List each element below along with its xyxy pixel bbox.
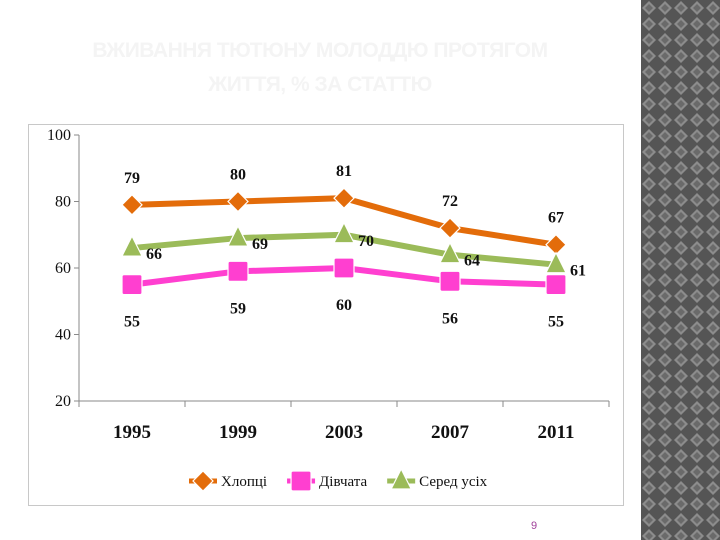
series-2-point-2003 bbox=[333, 257, 355, 279]
legend-label-3: Серед усіх bbox=[419, 474, 488, 490]
y-tick-label-20: 20 bbox=[55, 393, 71, 410]
x-tick-label-1999: 1999 bbox=[219, 422, 257, 443]
data-label-series-2-2011: 55 bbox=[548, 314, 564, 331]
series-2-point-1999 bbox=[227, 260, 249, 282]
y-tick-label-40: 40 bbox=[55, 327, 71, 344]
legend-marker-1 bbox=[192, 470, 214, 492]
series-2-point-2007 bbox=[439, 270, 461, 292]
data-label-series-1-2007: 72 bbox=[442, 193, 458, 210]
y-tick-label-100: 100 bbox=[47, 127, 71, 144]
data-label-series-3-2007: 64 bbox=[464, 253, 480, 270]
series-3-point-2003 bbox=[333, 221, 355, 244]
x-tick-label-2011: 2011 bbox=[538, 422, 575, 443]
x-tick-label-1995: 1995 bbox=[113, 422, 151, 443]
line-chart: 100 80 60 40 20 1995 1999 2003 2007 2011 79 80 81 7… bbox=[47, 127, 610, 492]
series-1-point-2007 bbox=[439, 217, 461, 239]
series-1-point-2003 bbox=[333, 187, 355, 210]
x-tick-label-2003: 2003 bbox=[325, 422, 363, 443]
slide-title: ВЖИВАННЯ ТЮТЮНУ МОЛОДДЮ ПРОТЯГОМ ЖИТТЯ, … bbox=[20, 34, 620, 102]
slide-title-line-1: ВЖИВАННЯ ТЮТЮНУ МОЛОДДЮ ПРОТЯГОМ bbox=[92, 39, 548, 62]
chart-frame: 100 80 60 40 20 1995 1999 2003 2007 2011 79 80 81 7… bbox=[28, 124, 624, 506]
data-label-series-1-1999: 80 bbox=[230, 167, 246, 184]
series-3-point-2011 bbox=[545, 251, 567, 274]
series-1-point-1995 bbox=[121, 193, 143, 216]
data-label-series-2-1999: 59 bbox=[230, 300, 246, 317]
data-label-series-3-1999: 69 bbox=[252, 236, 268, 253]
legend-label-1: Хлопці bbox=[221, 474, 267, 490]
side-pattern-decoration bbox=[641, 0, 720, 540]
series-2-point-1995 bbox=[121, 274, 143, 296]
data-label-series-2-2007: 56 bbox=[442, 310, 458, 327]
series-1-point-1999 bbox=[227, 190, 249, 213]
data-label-series-3-2011: 61 bbox=[570, 263, 586, 280]
data-label-series-2-2003: 60 bbox=[336, 297, 352, 314]
data-label-series-3-2003: 70 bbox=[358, 233, 374, 250]
legend-marker-2 bbox=[290, 470, 312, 492]
chart-legend: Хлопці Дівчата Серед усіх bbox=[189, 467, 488, 492]
series-2-point-2011 bbox=[545, 274, 567, 296]
data-label-series-1-2003: 81 bbox=[336, 163, 352, 180]
data-label-series-1-1995: 79 bbox=[124, 170, 140, 187]
series-3-point-1995 bbox=[121, 234, 143, 257]
legend-label-2: Дівчата bbox=[319, 474, 367, 490]
slide-title-line-2: ЖИТТЯ, % ЗА СТАТТЮ bbox=[208, 73, 432, 96]
series-3-point-2007 bbox=[439, 241, 461, 264]
page-number: 9 bbox=[531, 520, 538, 532]
data-label-series-2-1995: 55 bbox=[124, 314, 140, 331]
legend-marker-3 bbox=[390, 467, 413, 490]
data-label-series-1-2011: 67 bbox=[548, 210, 564, 227]
x-tick-label-2007: 2007 bbox=[431, 422, 470, 443]
y-tick-label-80: 80 bbox=[55, 194, 71, 211]
data-label-series-3-1995: 66 bbox=[146, 246, 162, 263]
y-tick-label-60: 60 bbox=[55, 260, 71, 277]
series-3-point-1999 bbox=[227, 224, 249, 247]
